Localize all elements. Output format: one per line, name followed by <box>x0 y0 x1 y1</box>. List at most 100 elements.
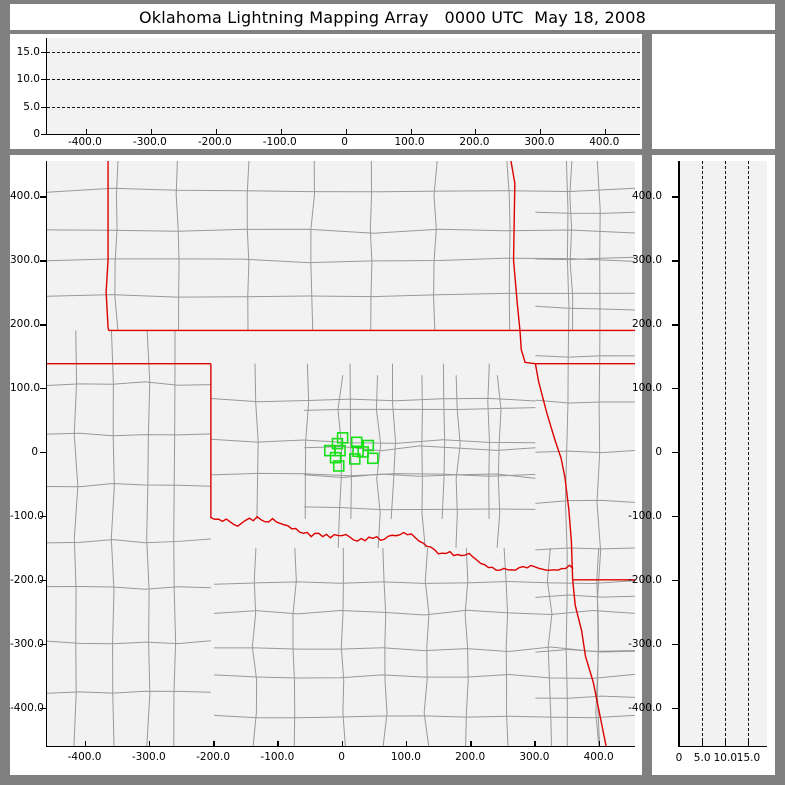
y-tick <box>41 51 47 53</box>
gridline-horizontal <box>47 51 640 53</box>
plan-view-map-panel: 400.0 300.0 200.0 100.0 0 -100.0 -200.0 -300.0 -… <box>10 155 642 775</box>
x-tick <box>725 741 727 746</box>
map-plot-area[interactable] <box>46 161 635 747</box>
y-tick <box>672 387 678 390</box>
x-tick-label: 15.0 <box>736 752 761 764</box>
y-tick-label: 100.0 <box>10 381 41 394</box>
x-tick-label: 100.0 <box>390 751 421 763</box>
x-tick-label: -300.0 <box>132 136 167 148</box>
height-density-plot-area <box>679 161 767 747</box>
y-tick-label: 5.0 <box>23 100 40 113</box>
y-tick-label: -400.0 <box>628 701 662 714</box>
y-tick <box>40 707 46 710</box>
y-tick-label: -200.0 <box>628 573 662 586</box>
y-axis-line <box>678 161 680 747</box>
x-tick-label: 0 <box>338 751 345 763</box>
y-tick <box>40 579 46 582</box>
lightning-source-marker <box>332 460 345 472</box>
y-tick-label: 0 <box>33 128 40 140</box>
x-tick-label: 400.0 <box>583 751 614 763</box>
y-tick-label: -300.0 <box>10 637 44 650</box>
y-tick-label: 15.0 <box>16 45 40 58</box>
x-tick-label: -400.0 <box>67 751 102 763</box>
blank-panel <box>652 34 775 149</box>
x-tick <box>540 129 542 134</box>
county-borders <box>47 161 635 746</box>
x-tick <box>280 129 282 134</box>
x-tick <box>605 129 607 134</box>
lightning-source-marker <box>349 453 361 465</box>
y-tick-label: 400.0 <box>10 190 41 203</box>
x-tick <box>148 741 151 746</box>
x-tick <box>534 741 536 746</box>
y-tick <box>40 643 46 646</box>
x-tick <box>341 741 344 746</box>
y-tick <box>40 260 46 262</box>
x-tick-label: 10.0 <box>713 752 738 764</box>
y-tick <box>672 324 678 326</box>
y-tick-label: 200.0 <box>10 318 41 331</box>
y-tick-label: 10.0 <box>16 73 40 86</box>
x-tick <box>84 741 87 746</box>
y-tick-label: 300.0 <box>631 254 662 267</box>
y-tick <box>672 643 678 646</box>
x-tick-label: 0 <box>341 136 348 148</box>
x-tick-label: -200.0 <box>196 751 231 763</box>
y-tick <box>41 79 47 81</box>
y-tick <box>672 515 678 518</box>
y-tick <box>40 451 46 454</box>
y-tick <box>41 106 47 108</box>
state-borders <box>47 161 635 746</box>
x-tick <box>475 129 477 134</box>
y-tick-label: 400.0 <box>631 190 662 203</box>
x-tick-label: -300.0 <box>131 751 166 763</box>
page-title: Oklahoma Lightning Mapping Array 0000 UT… <box>138 7 647 27</box>
y-tick <box>672 579 678 582</box>
x-tick-label: -100.0 <box>262 136 297 148</box>
gridline-vertical <box>748 161 750 746</box>
x-tick-label: 200.0 <box>455 751 486 763</box>
lightning-source-marker <box>329 451 342 464</box>
y-tick-label: 0 <box>655 445 662 458</box>
map-svg <box>47 161 635 746</box>
x-tick-label: -400.0 <box>68 136 102 148</box>
y-tick <box>672 451 678 454</box>
x-tick-label: 5.0 <box>693 752 711 764</box>
x-tick-label: 400.0 <box>589 136 620 148</box>
x-tick <box>150 129 152 134</box>
x-tick-label: 100.0 <box>394 136 425 148</box>
x-tick <box>345 129 347 134</box>
y-tick-label: 0 <box>31 445 38 458</box>
time-height-panel: 0 5.0 10.0 15.0 -400.0 -300.0 -200.0 -100.0 0 100… <box>10 34 642 149</box>
y-tick <box>40 324 46 326</box>
lightning-source-marker <box>350 436 363 449</box>
y-tick <box>40 387 46 390</box>
lightning-source-marker <box>331 437 344 450</box>
x-tick-label: 300.0 <box>519 751 550 763</box>
x-tick <box>215 129 217 134</box>
y-tick-label: -400.0 <box>10 701 44 714</box>
x-tick-label: 200.0 <box>459 136 490 148</box>
lightning-source-markers <box>323 432 379 472</box>
x-tick-label: 300.0 <box>524 136 555 148</box>
lightning-source-marker <box>367 452 379 465</box>
x-tick <box>598 741 601 746</box>
title-panel: Oklahoma Lightning Mapping Array 0000 UT… <box>10 4 775 30</box>
x-tick <box>85 129 87 134</box>
gridline-horizontal <box>47 79 640 81</box>
gridline-vertical <box>725 161 727 746</box>
y-tick <box>40 196 46 198</box>
y-tick-label: -200.0 <box>10 573 44 586</box>
y-tick-label: 100.0 <box>631 381 662 394</box>
x-tick <box>470 741 472 746</box>
time-height-plot-area <box>41 38 640 135</box>
x-tick <box>213 741 215 746</box>
y-tick <box>41 134 47 135</box>
height-density-panel: 0 5.0 10.0 15.0 400.0 300.0 200.0 100.0 0 -100.0 -… <box>628 155 775 775</box>
y-tick-label: 300.0 <box>10 254 41 267</box>
y-tick <box>672 196 678 198</box>
x-tick-label: -100.0 <box>260 751 295 763</box>
y-tick <box>40 515 46 518</box>
y-tick-label: -100.0 <box>10 509 44 522</box>
x-tick <box>748 741 750 746</box>
